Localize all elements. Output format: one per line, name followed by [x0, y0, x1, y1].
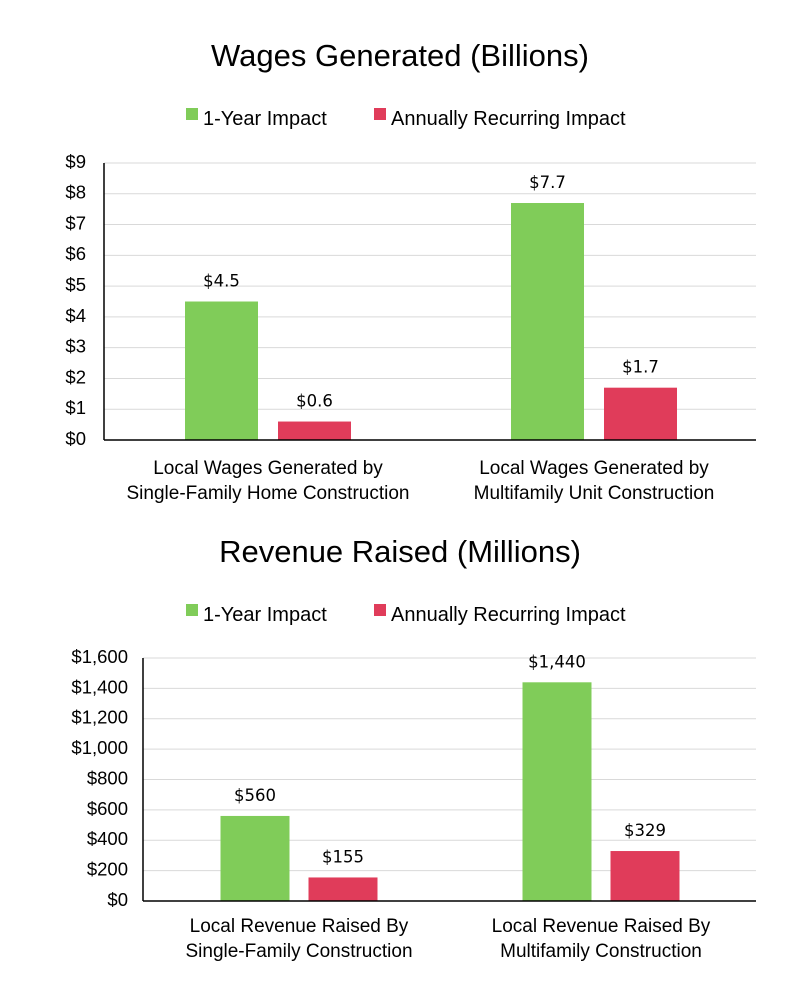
chart1-y-tick-label: $7 [65, 212, 86, 233]
chart2-data-label: $329 [624, 821, 666, 840]
chart2-category-label-line2: Multifamily Construction [500, 941, 702, 962]
chart1-category-label-line1: Local Wages Generated by [153, 458, 383, 479]
chart1-category-label-line2: Single-Family Home Construction [127, 483, 410, 504]
chart1-bar-recurring-2 [604, 387, 677, 440]
chart2-legend-label-2: Annually Recurring Impact [391, 604, 626, 626]
chart1-legend-swatch-2 [374, 108, 386, 120]
chart2-data-label: $155 [322, 847, 364, 866]
chart2-y-tick-label: $800 [87, 767, 128, 788]
chart1-legend-swatch-1 [186, 108, 198, 120]
chart1-y-tick-label: $6 [65, 243, 86, 264]
chart2-category-label-line2: Single-Family Construction [185, 941, 412, 962]
chart1-data-label: $0.6 [296, 392, 333, 411]
chart1-bar-one-year-1 [185, 301, 258, 440]
chart2-category-label-line1: Local Revenue Raised By [492, 916, 711, 937]
chart1-y-tick-label: $2 [65, 366, 86, 387]
chart2-category-label-line1: Local Revenue Raised By [190, 916, 409, 937]
chart1-data-label: $1.7 [622, 358, 659, 377]
chart2-data-label: $1,440 [528, 652, 586, 671]
chart1-y-tick-label: $9 [65, 151, 86, 172]
chart2-legend-label-1: 1-Year Impact [203, 604, 327, 626]
chart2-bar-one-year-1 [220, 815, 290, 901]
chart1-y-tick-label: $0 [65, 428, 86, 449]
chart2-bar-recurring-1 [308, 877, 378, 901]
chart2-y-tick-label: $1,400 [71, 676, 128, 697]
chart2-y-tick-label: $1,200 [71, 707, 128, 728]
chart1-category-label-line1: Local Wages Generated by [479, 458, 709, 479]
chart1-y-tick-label: $5 [65, 274, 86, 295]
chart1-data-label: $4.5 [203, 272, 240, 291]
chart1-legend-label-1: 1-Year Impact [203, 108, 327, 130]
chart2-bar-recurring-2 [610, 851, 680, 901]
chart2-y-tick-label: $1,600 [71, 646, 128, 667]
chart1-title: Wages Generated (Billions) [211, 38, 589, 73]
chart1-y-tick-label: $8 [65, 182, 86, 203]
chart2-title: Revenue Raised (Millions) [219, 534, 581, 569]
chart2-legend-swatch-2 [374, 604, 386, 616]
chart2-y-tick-label: $600 [87, 798, 128, 819]
chart1-data-label: $7.7 [529, 173, 566, 192]
chart2-bar-one-year-2 [522, 682, 592, 901]
chart1-y-tick-label: $1 [65, 397, 86, 418]
chart2-legend-swatch-1 [186, 604, 198, 616]
chart1-legend-label-2: Annually Recurring Impact [391, 108, 626, 130]
chart1-y-tick-label: $3 [65, 336, 86, 357]
chart2-data-label: $560 [234, 786, 276, 805]
chart1-bar-recurring-1 [278, 421, 351, 440]
chart1-category-label-line2: Multifamily Unit Construction [474, 483, 715, 504]
chart2-y-tick-label: $400 [87, 828, 128, 849]
chart1-bar-one-year-2 [511, 203, 584, 440]
chart2-y-tick-label: $0 [107, 889, 128, 910]
chart1-y-tick-label: $4 [65, 305, 86, 326]
chart2-y-tick-label: $1,000 [71, 737, 128, 758]
chart2-y-tick-label: $200 [87, 859, 128, 880]
